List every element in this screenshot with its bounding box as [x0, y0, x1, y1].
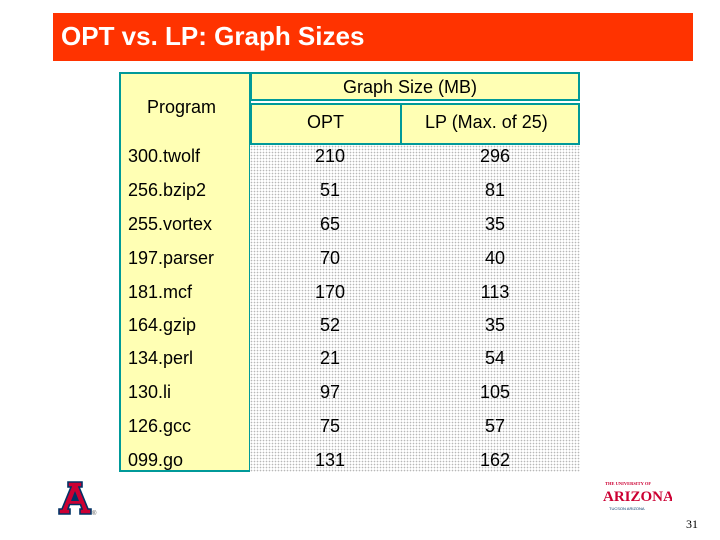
opt-cell: 70	[319, 248, 341, 268]
slide-title: OPT vs. LP: Graph Sizes	[61, 21, 365, 51]
svg-text:ARIZONA: ARIZONA	[603, 489, 672, 505]
university-of-arizona-logo: THE UNIVERSITY OF ARIZONA . TUCSON ARIZO…	[603, 481, 672, 511]
opt-cell: 131	[314, 450, 346, 470]
title-bar: OPT vs. LP: Graph Sizes	[53, 13, 693, 61]
opt-cell: 170	[314, 282, 346, 302]
program-cell: 164.gzip	[128, 315, 197, 335]
table-row: 099.go 131 162	[0, 450, 720, 484]
lp-cell: 296	[479, 146, 511, 166]
table-row: 255.vortex 65 35	[0, 214, 720, 248]
program-column	[119, 72, 251, 472]
program-cell: 255.vortex	[128, 214, 213, 234]
lp-header: LP (Max. of 25)	[425, 112, 548, 132]
graph-size-header: Graph Size (MB)	[343, 77, 478, 97]
opt-cell: 97	[319, 382, 341, 402]
svg-text:TUCSON ARIZONA: TUCSON ARIZONA	[609, 506, 645, 511]
opt-cell: 52	[319, 315, 341, 335]
lp-cell: 113	[480, 282, 510, 302]
sub-header-row	[250, 103, 580, 145]
table-row: 197.parser 70 40	[0, 248, 720, 282]
lp-cell: 105	[479, 382, 511, 402]
opt-cell: 65	[319, 214, 341, 234]
program-cell: 256.bzip2	[128, 180, 207, 200]
svg-text:THE UNIVERSITY OF: THE UNIVERSITY OF	[605, 481, 651, 486]
program-cell: 099.go	[128, 450, 184, 470]
opt-cell: 75	[319, 416, 341, 436]
graph-size-header-cell	[250, 72, 580, 101]
program-header: Program	[147, 97, 217, 117]
table-row: 300.twolf 210 296	[0, 146, 720, 180]
lp-cell: 35	[484, 214, 506, 234]
program-cell: 134.perl	[128, 348, 194, 368]
svg-text:.: .	[665, 493, 668, 503]
table-row: 134.perl 21 54	[0, 348, 720, 382]
lp-cell: 81	[484, 180, 506, 200]
program-cell: 300.twolf	[128, 146, 201, 166]
program-cell: 126.gcc	[128, 416, 192, 436]
program-cell: 181.mcf	[128, 282, 193, 302]
trademark-mark: ®	[92, 511, 97, 517]
opt-cell: 51	[319, 180, 341, 200]
lp-cell: 162	[479, 450, 511, 470]
opt-header: OPT	[307, 112, 345, 132]
lp-cell: 40	[484, 248, 506, 268]
table-row: 164.gzip 52 35	[0, 315, 720, 349]
lp-cell: 54	[484, 348, 506, 368]
sub-header-divider	[400, 105, 402, 143]
data-area	[250, 145, 580, 472]
lp-cell: 57	[484, 416, 506, 436]
lp-cell: 35	[484, 315, 506, 335]
table-row: 130.li 97 105	[0, 382, 720, 416]
opt-cell: 21	[319, 348, 341, 368]
program-cell: 197.parser	[128, 248, 215, 268]
table-row: 181.mcf 170 113	[0, 282, 720, 316]
page-number: 31	[686, 517, 698, 531]
table-row: 126.gcc 75 57	[0, 416, 720, 450]
opt-cell: 210	[314, 146, 346, 166]
program-cell: 130.li	[128, 382, 172, 402]
university-a-logo	[58, 481, 92, 515]
table-row: 256.bzip2 51 81	[0, 180, 720, 214]
